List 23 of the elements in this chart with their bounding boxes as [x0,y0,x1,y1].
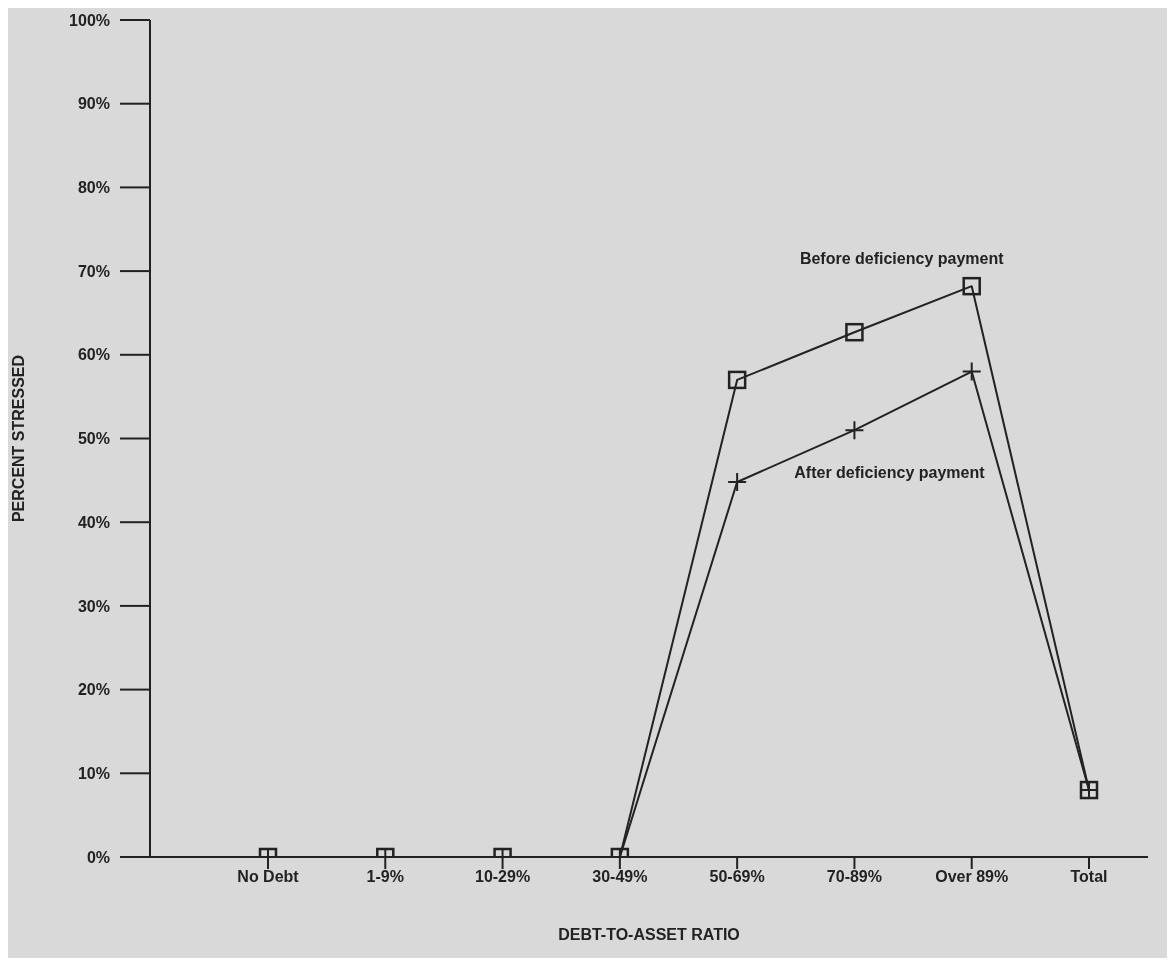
x-tick-label: Over 89% [935,868,1009,886]
y-tick-label: 100% [69,11,110,29]
y-tick-label: 20% [77,681,110,699]
x-tick-label: No Debt [237,868,300,886]
x-tick-label: 30-49% [592,868,648,886]
y-tick-label: 40% [77,513,110,531]
y-tick-label: 30% [77,597,110,615]
y-tick-label: 0% [86,848,110,866]
x-tick-label: 70-89% [826,868,883,886]
x-tick-label: 50-69% [709,868,765,886]
x-tick-label: 1-9% [366,868,404,886]
y-axis-title: PERCENT STRESSED [9,354,27,523]
y-tick-label: 50% [77,430,110,448]
y-tick-label: 70% [77,262,110,280]
y-tick-label: 80% [77,179,110,197]
x-axis-title: DEBT-TO-ASSET RATIO [558,926,740,943]
x-tick-label: 10-29% [474,868,531,886]
x-tick-label: Total [1070,868,1108,886]
series-label: Before deficiency payment [799,250,1005,268]
y-tick-label: 90% [77,95,110,113]
series-label: After deficiency payment [794,464,986,482]
y-tick-label: 60% [77,346,110,364]
y-tick-label: 10% [77,764,110,782]
